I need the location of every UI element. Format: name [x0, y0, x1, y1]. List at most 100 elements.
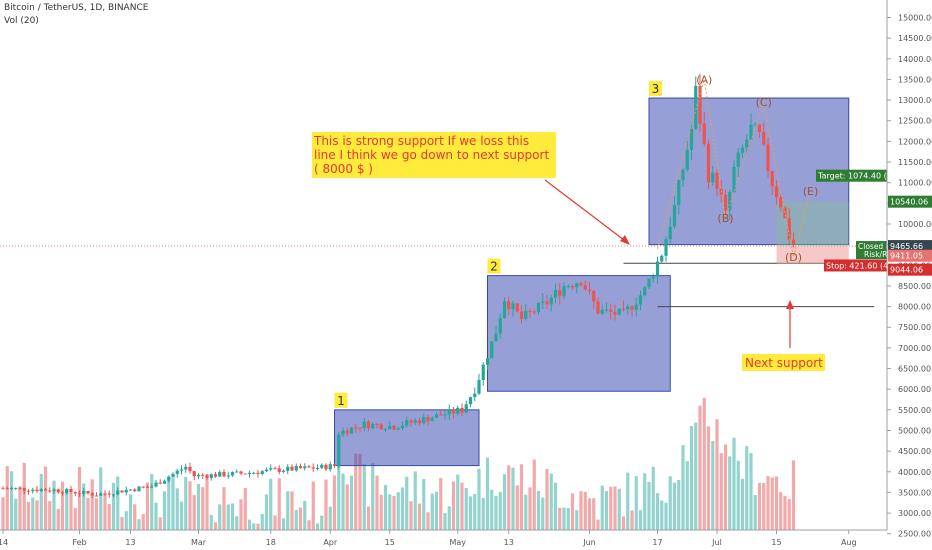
candle-body	[783, 207, 787, 219]
stop-label-bg	[824, 259, 887, 272]
candle-body	[103, 493, 107, 495]
candle-body	[269, 468, 273, 470]
candle-body	[519, 311, 524, 319]
candle-body	[184, 466, 188, 470]
price-tick-label: 8500.00	[898, 282, 931, 291]
volume-bar	[473, 494, 477, 530]
candle-body	[477, 380, 481, 394]
time-tick-label: 15	[771, 538, 781, 547]
price-tick-label: 12000.00	[898, 137, 932, 146]
volume-bar	[468, 496, 473, 530]
candle-body	[702, 123, 706, 144]
volume-bar	[732, 437, 736, 530]
volume-bar	[715, 419, 719, 530]
candle-body	[736, 152, 740, 167]
volume-bar	[519, 464, 524, 530]
volume-bar	[90, 479, 94, 530]
candle-body	[39, 489, 43, 492]
candle-body	[430, 417, 434, 422]
candle-body	[715, 172, 719, 189]
volume-bar	[706, 426, 711, 530]
candle-body	[515, 303, 519, 312]
candle-body	[133, 489, 137, 492]
volume-bar	[409, 501, 413, 530]
candle-body	[694, 86, 698, 129]
volume-bar	[728, 456, 732, 530]
candlesticks	[1, 73, 796, 498]
volume-bar	[668, 476, 672, 530]
volume-bar	[762, 483, 766, 530]
volume-bar	[405, 476, 409, 530]
volume-bar	[298, 507, 303, 530]
candle-body	[583, 285, 587, 290]
price-tick-label: 15000.00	[898, 13, 932, 22]
candle-body	[451, 409, 456, 414]
volume-bar	[324, 479, 328, 530]
candle-body	[524, 310, 528, 319]
volume-bar	[230, 503, 235, 530]
price-tick-label: 13500.00	[898, 75, 932, 84]
volume-bar	[226, 504, 230, 530]
volume-bar	[141, 514, 145, 530]
volume-bar	[660, 500, 664, 530]
candle-body	[383, 429, 388, 431]
volume-bar	[400, 487, 405, 530]
candle-body	[647, 278, 651, 288]
candle-body	[672, 205, 677, 227]
candle-body	[107, 493, 111, 495]
support-note-line: line I think we go down to next support	[314, 148, 549, 162]
volume-bar	[137, 519, 141, 530]
volume-bar	[553, 482, 558, 530]
volume-indicator-label: Vol (20)	[4, 16, 39, 26]
volume-bar	[120, 516, 124, 530]
volume-bar	[502, 474, 507, 530]
candle-body	[247, 472, 252, 475]
price-tick-label: 4000.00	[898, 468, 931, 477]
volume-bar	[315, 523, 320, 530]
candle-body	[281, 470, 286, 472]
volume-bar	[596, 519, 600, 530]
stop-zone	[776, 246, 849, 264]
volume-bar	[655, 493, 660, 530]
volume-bar	[52, 480, 56, 530]
volume-bar	[22, 462, 26, 530]
volume-bar	[192, 495, 196, 530]
volume-bar	[179, 501, 184, 530]
candle-body	[311, 467, 315, 469]
volume-bar	[273, 515, 277, 530]
volume-bar	[685, 461, 689, 530]
volume-bar	[158, 517, 162, 530]
volume-bar	[39, 473, 43, 530]
candle-body	[604, 309, 609, 311]
candle-body	[35, 489, 39, 492]
volume-bar	[689, 426, 694, 530]
candle-body	[332, 464, 337, 466]
candle-body	[354, 427, 358, 429]
candle-body	[188, 466, 192, 472]
wave-label: (E)	[803, 185, 819, 198]
volume-bar	[439, 477, 443, 530]
volume-bar	[31, 497, 35, 530]
candle-body	[82, 490, 86, 494]
candle-body	[213, 474, 218, 477]
time-tick-label: 13	[504, 538, 514, 547]
box-label-bg	[487, 258, 501, 274]
candle-body	[749, 124, 753, 140]
candle-body	[349, 427, 354, 434]
price-tick-label: 6500.00	[898, 365, 931, 374]
candle-body	[328, 464, 332, 470]
candle-body	[303, 466, 307, 469]
candle-body	[413, 420, 417, 423]
volume-bar	[35, 500, 39, 530]
volume-bar	[111, 482, 116, 530]
volume-bar	[5, 466, 9, 530]
volume-bar	[613, 486, 617, 530]
volume-bars	[1, 397, 796, 530]
time-tick-label: 13	[125, 538, 135, 547]
candle-body	[566, 286, 570, 288]
volume-bar	[48, 501, 52, 530]
volume-bar	[341, 473, 345, 530]
candle-body	[218, 471, 222, 477]
second-price-tag-bg	[888, 249, 932, 262]
